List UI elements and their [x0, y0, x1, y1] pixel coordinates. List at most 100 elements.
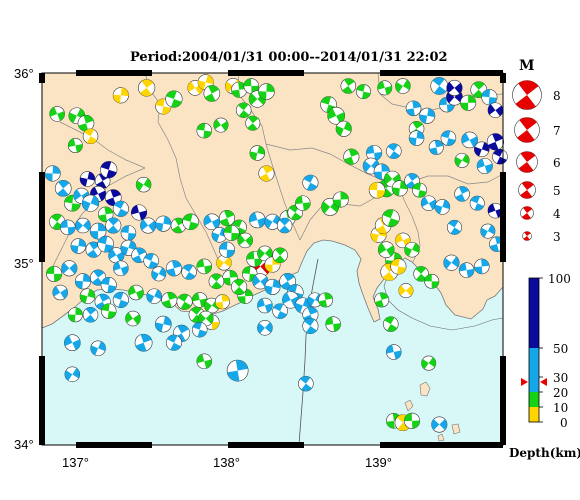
earthquake-marker [196, 353, 213, 370]
beachball-quadrant [78, 123, 89, 132]
beachball-quadrant [382, 272, 395, 281]
map-title: Period:2004/01/31 00:00--2014/01/31 22:0… [130, 50, 448, 65]
mag-label-4: 4 [553, 207, 561, 221]
depth-tick-100: 100 [548, 272, 571, 286]
beachball-quadrant [295, 302, 303, 313]
beachball-quadrant [421, 196, 429, 207]
lon-label-138: 138° [213, 455, 240, 470]
beachball-quadrant [210, 273, 222, 282]
beachball-quadrant [70, 245, 79, 254]
beachball-quadrant [246, 251, 255, 260]
beachball-quadrant [407, 173, 419, 181]
beachball-quadrant [61, 262, 70, 274]
beachball-quadrant [320, 96, 332, 105]
beachball-quadrant [203, 130, 212, 139]
beachball-quadrant [451, 256, 460, 268]
beachball-quadrant [82, 273, 91, 282]
beachball-quadrant [431, 281, 439, 289]
beachball-quadrant [474, 146, 482, 157]
beachball-quadrant [386, 344, 394, 354]
beachball-quadrant [439, 419, 448, 431]
beachball-quadrant [243, 78, 252, 87]
beachball-quadrant [49, 107, 58, 117]
beachball-quadrant [82, 200, 91, 211]
beachball-quadrant [412, 420, 420, 429]
beachball-quadrant [249, 93, 258, 105]
beachball-quadrant [203, 214, 212, 226]
beachball-quadrant [249, 212, 258, 223]
beachball-quadrant [229, 270, 238, 278]
mag-label-3: 3 [553, 230, 561, 244]
earthquake-marker [487, 102, 504, 118]
earthquake-marker [223, 224, 240, 242]
earthquake-marker [81, 194, 100, 212]
beachball-quadrant [198, 313, 206, 324]
earthquake-marker [151, 266, 167, 282]
beachball-quadrant [89, 241, 100, 250]
beachball-quadrant [448, 220, 459, 228]
beachball-quadrant [223, 256, 232, 268]
earthquake-marker [216, 254, 232, 271]
magnitude-legend-symbol [520, 206, 534, 220]
beachball-quadrant [469, 136, 478, 148]
earthquake-marker [381, 209, 400, 227]
beachball-quadrant [361, 91, 371, 99]
beachball-quadrant [412, 242, 420, 253]
earthquake-marker [54, 180, 72, 197]
beachball-quadrant [443, 258, 452, 269]
beachball-quadrant [177, 294, 189, 302]
beachball-quadrant [68, 138, 76, 148]
beachball-quadrant [406, 108, 415, 116]
beachball-quadrant [276, 311, 287, 319]
beachball-quadrant [90, 345, 99, 356]
earthquake-marker [302, 317, 319, 335]
beachball-quadrant [163, 216, 172, 226]
beachball-quadrant [211, 281, 222, 289]
earthquake-marker [181, 264, 197, 280]
earthquake-marker [61, 260, 78, 277]
beachball-quadrant [101, 277, 111, 286]
earthquake-marker [460, 94, 477, 111]
earthquake-marker [135, 176, 152, 193]
beachball-quadrant [404, 413, 413, 422]
beachball-quadrant [97, 236, 108, 245]
earthquake-marker [403, 412, 421, 429]
beachball-quadrant [402, 79, 411, 91]
beachball-quadrant [185, 272, 196, 280]
earthquake-marker [70, 238, 87, 254]
beachball-quadrant [519, 117, 537, 130]
beachball-quadrant [279, 218, 290, 226]
earthquake-marker [198, 310, 214, 327]
earthquake-marker [370, 226, 387, 243]
beachball-quadrant [461, 132, 470, 144]
beachball-quadrant [182, 264, 194, 273]
beachball-quadrant [125, 312, 133, 323]
island [419, 381, 431, 397]
earthquake-marker [398, 283, 414, 299]
beachball-quadrant [196, 123, 206, 131]
beachball-quadrant [171, 99, 182, 108]
beachball-quadrant [192, 292, 200, 302]
earthquake-marker [476, 157, 493, 175]
earthquake-marker [404, 241, 420, 258]
beachball-quadrant [107, 311, 117, 319]
earthquake-marker [90, 340, 106, 357]
earthquake-marker [487, 202, 504, 219]
beachball-quadrant [474, 203, 484, 211]
earthquake-marker [213, 117, 229, 133]
beachball-quadrant [155, 98, 165, 107]
earthquake-marker [243, 78, 260, 94]
earthquake-marker [97, 206, 114, 223]
beachball-quadrant [428, 357, 436, 368]
beachball-quadrant [484, 163, 493, 174]
earthquake-marker [97, 235, 115, 253]
earthquake-marker [356, 84, 371, 100]
beachball-quadrant [232, 219, 243, 228]
beachball-quadrant [306, 182, 318, 191]
beachball-quadrant [521, 181, 534, 190]
beachball-quadrant [155, 222, 164, 232]
beachball-quadrant [307, 307, 318, 315]
beachball-quadrant [488, 97, 498, 105]
earthquake-marker [474, 258, 490, 275]
beachball-quadrant [68, 314, 76, 322]
